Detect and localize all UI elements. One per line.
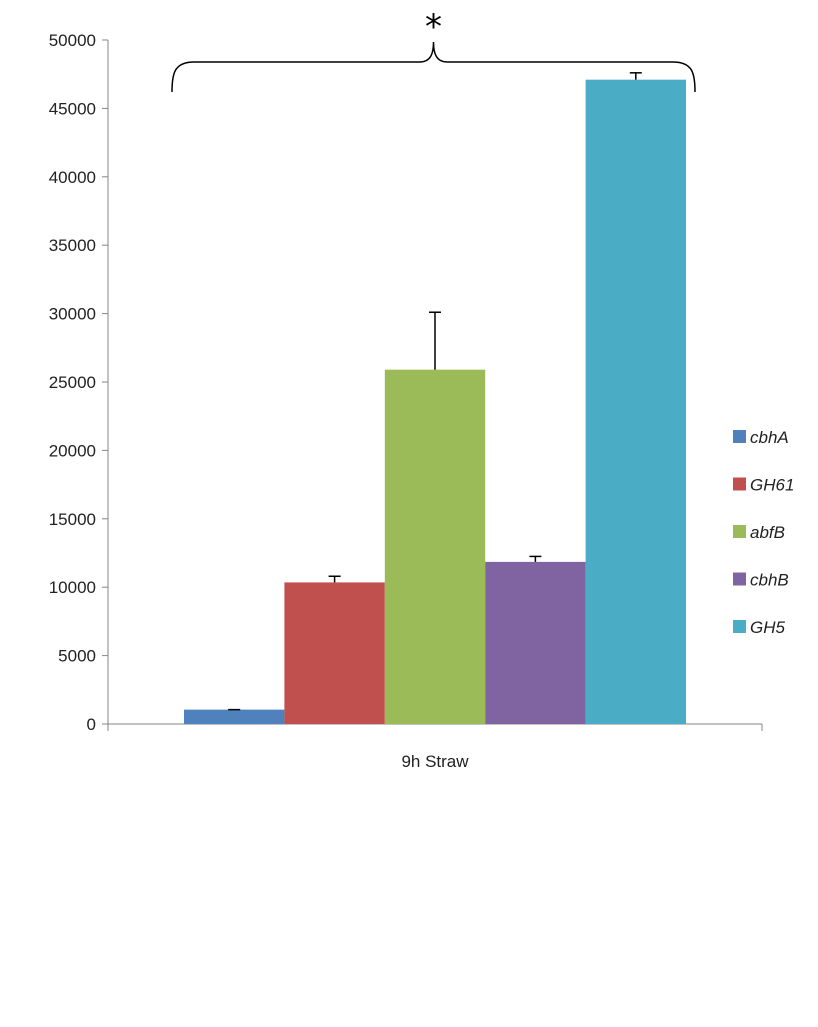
y-tick-label: 30000 <box>49 305 96 324</box>
bar-abfB <box>384 369 486 724</box>
y-tick-label: 35000 <box>49 236 96 255</box>
legend-label-abfB: abfB <box>750 523 785 542</box>
legend-label-cbhA: cbhA <box>750 428 789 447</box>
y-tick-label: 0 <box>87 715 96 734</box>
y-tick-label: 15000 <box>49 510 96 529</box>
x-category-label: 9h Straw <box>401 752 469 771</box>
bar-cbhA <box>184 709 285 724</box>
legend-swatch-cbhA <box>733 430 746 443</box>
legend-label-cbhB: cbhB <box>750 571 789 590</box>
y-tick-label: 40000 <box>49 168 96 187</box>
bar-GH5 <box>585 79 686 724</box>
legend-swatch-cbhB <box>733 572 746 586</box>
y-tick-label: 45000 <box>49 99 96 118</box>
y-tick-label: 25000 <box>49 373 96 392</box>
y-axis: 0 5000 10000 15000 20000 25000 30000 35000 40000… <box>49 31 109 734</box>
y-tick-label: 5000 <box>58 647 96 666</box>
significance-asterisk: * <box>425 7 442 47</box>
bars <box>184 79 686 724</box>
legend-item-abfB: abfB <box>733 523 785 542</box>
legend-swatch-abfB <box>733 525 746 538</box>
y-tick-label: 20000 <box>49 441 96 460</box>
legend-item-GH61: GH61 <box>733 476 794 495</box>
bracket-path <box>171 41 696 93</box>
legend-item-GH5: GH5 <box>733 618 786 637</box>
x-axis: 9h Straw <box>107 723 763 771</box>
y-tick-label: 10000 <box>49 578 96 597</box>
significance-bracket <box>171 41 696 93</box>
legend-item-cbhB: cbhB <box>733 571 789 590</box>
legend: cbhA GH61 abfB cbhB GH5 <box>733 428 794 637</box>
legend-swatch-GH5 <box>733 620 746 633</box>
bar-GH61 <box>284 582 385 724</box>
bar-cbhB <box>485 561 586 724</box>
legend-swatch-GH61 <box>733 477 746 491</box>
legend-item-cbhA: cbhA <box>733 428 789 447</box>
y-tick-label: 50000 <box>49 31 96 50</box>
legend-label-GH5: GH5 <box>750 618 786 637</box>
error-bars <box>228 72 642 711</box>
legend-label-GH61: GH61 <box>750 476 794 495</box>
